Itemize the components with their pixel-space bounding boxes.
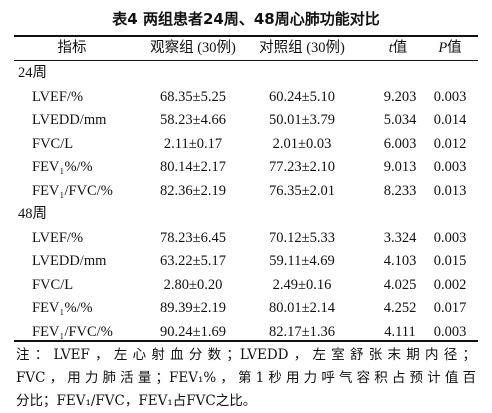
header-cell: 对照组 (30例) [259, 39, 345, 57]
row-label: LVEDD/mm [32, 253, 107, 269]
table-cell: 0.003 [433, 229, 467, 246]
table-cell: 6.003 [383, 135, 417, 152]
table-cell: 5.034 [383, 112, 417, 128]
row-label: FVC/L [32, 276, 74, 293]
table-cell: 70.12±5.33 [269, 229, 335, 246]
table-cell: 60.24±5.10 [269, 88, 335, 105]
table-cell: 0.017 [433, 300, 467, 316]
header-text: 指标 [57, 40, 87, 56]
table-cell: 3.324 [383, 229, 417, 246]
table-cell: 4.111 [384, 323, 416, 340]
note-line: 分比；FEV₁/FVC，FEV₁占FVC之比。 [16, 393, 257, 409]
table-cell: 89.39±2.19 [160, 300, 226, 316]
table-cell: 90.24±1.69 [160, 323, 226, 340]
row-label: FEV₁/FVC/% [32, 182, 113, 199]
note-line: 注：LVEF，左心射血分数；LVEDD，左室舒张末期内径； [16, 347, 476, 363]
table-cell: 2.49±0.16 [272, 276, 332, 293]
header-text: 对照组 (30例) [259, 40, 345, 56]
section-label: 48周 [18, 206, 47, 222]
table-cell: 0.015 [433, 253, 467, 269]
table-cell: 4.103 [383, 253, 417, 269]
row-label: LVEF/% [32, 229, 84, 246]
table-title: 表4 两组患者24周、48周心肺功能对比 [112, 10, 380, 28]
header-cell: P值 [438, 39, 461, 57]
table-cell: 0.002 [433, 276, 467, 293]
row-label: FEV₁/FVC/% [32, 323, 113, 340]
table-cell: 80.01±2.14 [269, 300, 335, 316]
row-label: LVEDD/mm [32, 112, 107, 128]
table-cell: 0.003 [433, 88, 467, 105]
table-cell: 59.11±4.69 [269, 253, 335, 269]
table-cell: 82.36±2.19 [160, 182, 226, 199]
header-text: 值 [392, 40, 408, 56]
table-cell: 9.013 [383, 159, 417, 175]
table-cell: 77.23±2.10 [269, 159, 335, 175]
table-cell: 63.22±5.17 [160, 253, 226, 269]
row-label: FEV₁%/% [32, 159, 93, 175]
table-cell: 0.003 [433, 323, 467, 340]
header-cell: 指标 [58, 39, 87, 57]
header-rule [14, 60, 478, 61]
table-cell: 78.23±6.45 [160, 229, 226, 246]
table-cell: 8.233 [383, 182, 417, 199]
table-cell: 0.013 [433, 182, 467, 199]
table-cell: 50.01±3.79 [269, 112, 335, 128]
row-label: FEV₁%/% [32, 300, 93, 316]
header-var: t [388, 40, 393, 56]
section-label: 24周 [18, 65, 47, 81]
table-cell: 0.014 [433, 112, 467, 128]
note-line: FVC，用力肺活量；FEV₁%，第1秒用力呼气容积占预计值百 [16, 370, 476, 386]
bottom-rule [14, 340, 478, 342]
table-cell: 2.11±0.17 [163, 135, 223, 152]
header-var: P [438, 40, 448, 56]
table-cell: 0.003 [433, 159, 467, 175]
table-cell: 4.252 [383, 300, 417, 316]
table-cell: 4.025 [383, 276, 417, 293]
header-cell: t值 [389, 39, 408, 57]
header-text: 观察组 (30例) [150, 40, 236, 56]
table-cell: 0.012 [433, 135, 467, 152]
table-cell: 2.01±0.03 [272, 135, 332, 152]
table-cell: 76.35±2.01 [269, 182, 335, 199]
table-cell: 80.14±2.17 [160, 159, 226, 175]
header-text: 值 [447, 40, 462, 56]
table-cell: 68.35±5.25 [160, 88, 226, 105]
table-cell: 82.17±1.36 [269, 323, 335, 340]
table-cell: 2.80±0.20 [163, 276, 223, 293]
table-cell: 58.23±4.66 [160, 112, 226, 128]
row-label: FVC/L [32, 135, 74, 152]
table-cell: 9.203 [383, 88, 417, 105]
top-rule [14, 35, 478, 37]
header-cell: 观察组 (30例) [150, 39, 236, 57]
row-label: LVEF/% [32, 88, 84, 105]
